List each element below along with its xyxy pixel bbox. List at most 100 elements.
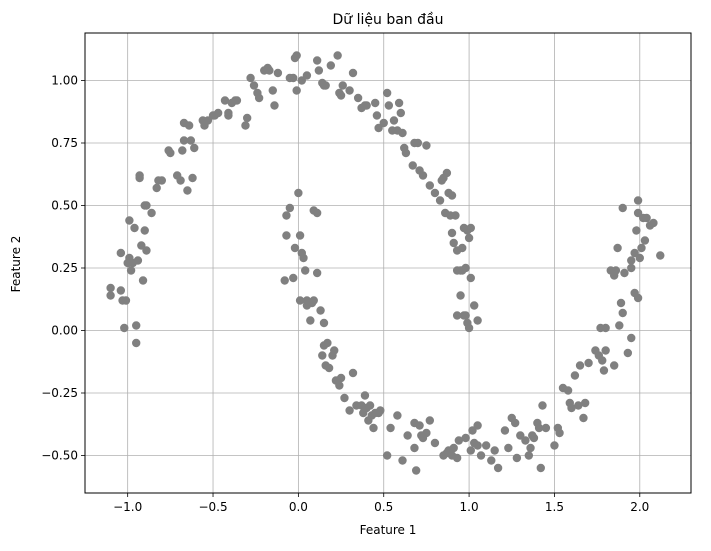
data-point [618,308,627,318]
data-point [449,443,458,453]
data-point [599,366,609,375]
data-point [473,316,482,325]
data-point [132,321,141,330]
data-point [179,136,189,145]
data-point [116,286,126,295]
data-point [458,243,467,253]
data-point [579,413,588,423]
plot-frame [84,32,692,494]
data-point [295,231,305,240]
data-point [521,436,530,445]
data-point [452,311,462,320]
y-axis-label: Feature 2 [9,236,23,293]
data-point [425,416,435,425]
data-point [249,81,259,90]
data-point [410,443,419,453]
data-point [442,168,452,178]
data-point [360,391,370,400]
data-point [656,251,665,260]
data-point [116,248,126,258]
data-point [447,228,457,238]
grid [85,33,691,493]
data-point [536,463,545,473]
data-point [642,213,651,223]
data-point [125,216,134,225]
data-point [615,321,624,330]
data-point [627,333,636,343]
data-point [147,208,156,218]
data-point [106,283,115,293]
data-point [376,406,385,415]
data-point [575,361,585,370]
data-point [365,401,375,410]
data-point [574,401,583,410]
data-point [133,256,143,265]
data-point [186,136,196,145]
data-point [326,61,336,70]
data-point [292,86,301,95]
data-point [425,181,435,190]
data-point [510,418,520,428]
data-point [254,93,264,103]
data-point [135,173,144,183]
y-tick-label: −0.50 [41,449,78,463]
y-tick-label: −0.25 [41,386,78,400]
x-axis-label: Feature 1 [360,523,417,537]
data-point [529,433,539,443]
data-point [273,68,283,78]
data-point [270,101,279,110]
data-point [220,96,230,105]
data-point [280,276,289,285]
data-point [393,411,402,420]
data-point [312,56,322,65]
data-points [106,51,665,475]
data-point [316,306,325,315]
data-point [430,188,440,198]
data-point [524,451,534,460]
x-tick-label: 0.5 [374,500,393,514]
data-point [415,421,424,430]
data-point [580,398,590,408]
y-tick-label: 1.00 [51,74,78,88]
data-point [285,203,295,213]
y-tick-label: 0.50 [51,199,78,213]
data-point [152,183,161,193]
y-tick-label: 0.00 [51,324,78,338]
data-point [292,51,301,60]
data-point [464,323,474,333]
data-point [452,453,462,463]
data-point [570,371,580,380]
data-point [345,406,354,415]
y-tick-label: 0.75 [51,136,78,150]
data-point [282,211,291,220]
data-point [401,148,411,158]
data-point [336,91,346,100]
data-point [312,208,322,218]
data-point [183,186,192,195]
data-point [550,441,559,450]
data-point [121,296,131,305]
data-point [430,438,440,448]
data-point [166,148,175,158]
data-point [312,268,322,278]
data-point [190,143,199,153]
data-point [282,231,291,240]
data-point [132,338,141,348]
data-point [369,423,378,433]
y-tick-label: 0.25 [51,261,78,275]
data-point [394,98,404,108]
data-point [140,226,149,235]
data-point [633,293,643,303]
data-point [454,436,464,445]
data-point [504,443,513,453]
data-point [398,456,407,465]
data-point [106,291,115,300]
data-point [601,346,610,355]
data-point [618,203,627,213]
data-point [461,311,470,320]
data-point [386,423,395,433]
data-point [213,108,223,118]
data-point [611,266,621,275]
data-point [302,71,312,80]
